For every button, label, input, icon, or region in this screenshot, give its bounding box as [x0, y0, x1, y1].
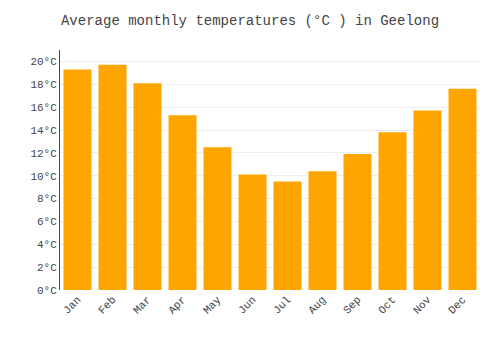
svg-text:10°C: 10°C	[30, 171, 57, 183]
svg-text:Jul: Jul	[271, 294, 293, 316]
svg-text:Jun: Jun	[236, 294, 258, 316]
svg-text:Sep: Sep	[341, 294, 363, 316]
svg-text:May: May	[201, 294, 224, 317]
svg-text:Average monthly temperatures (: Average monthly temperatures (°C ) in Ge…	[61, 13, 439, 29]
svg-text:20°C: 20°C	[30, 56, 57, 68]
svg-text:16°C: 16°C	[30, 102, 57, 114]
svg-text:2°C: 2°C	[37, 262, 57, 274]
svg-text:Mar: Mar	[131, 294, 153, 316]
svg-text:4°C: 4°C	[37, 239, 57, 251]
svg-text:0°C: 0°C	[37, 285, 57, 297]
svg-text:Dec: Dec	[446, 294, 468, 316]
svg-text:8°C: 8°C	[37, 193, 57, 205]
svg-text:Nov: Nov	[411, 294, 434, 317]
svg-text:14°C: 14°C	[30, 125, 57, 137]
svg-text:Jan: Jan	[61, 294, 83, 316]
svg-text:Aug: Aug	[306, 294, 328, 316]
svg-text:12°C: 12°C	[30, 148, 57, 160]
svg-text:18°C: 18°C	[30, 79, 57, 91]
svg-text:Apr: Apr	[166, 294, 188, 316]
svg-text:Feb: Feb	[96, 294, 118, 316]
svg-text:Oct: Oct	[376, 294, 398, 316]
svg-text:6°C: 6°C	[37, 216, 57, 228]
